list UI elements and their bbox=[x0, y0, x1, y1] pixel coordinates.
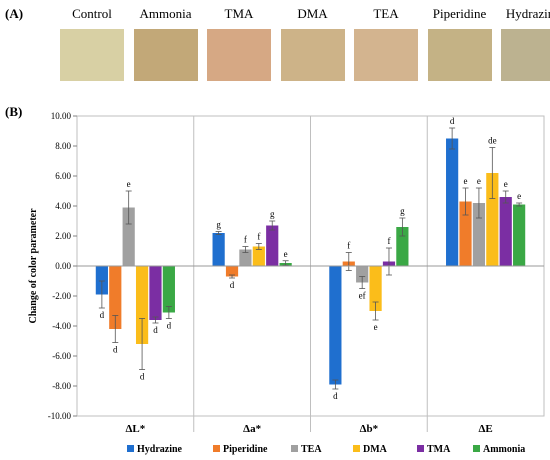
significance-label: e bbox=[284, 249, 288, 259]
significance-label: d bbox=[153, 325, 158, 335]
swatch-label: Hydrazine bbox=[505, 6, 550, 21]
legend-label: DMA bbox=[363, 444, 388, 455]
legend-label: Hydrazine bbox=[137, 444, 183, 455]
bar bbox=[513, 204, 526, 266]
y-tick-label: 4.00 bbox=[55, 201, 71, 211]
bar bbox=[499, 197, 512, 266]
significance-label: e bbox=[374, 322, 378, 332]
bar bbox=[356, 266, 369, 283]
significance-label: e bbox=[127, 179, 131, 189]
legend-swatch bbox=[213, 445, 220, 452]
swatch-tea: TEA bbox=[354, 2, 418, 92]
swatch-label: Piperidine bbox=[432, 6, 487, 21]
panel-a-label: (A) bbox=[5, 6, 24, 21]
swatch-label: Control bbox=[72, 6, 112, 21]
bar bbox=[135, 266, 149, 344]
bar bbox=[396, 227, 409, 266]
bar bbox=[329, 266, 342, 385]
legend-label: TEA bbox=[301, 444, 322, 455]
legend-label: TMA bbox=[427, 444, 451, 455]
significance-label: f bbox=[387, 236, 390, 246]
significance-label: e bbox=[477, 176, 481, 186]
significance-label: g bbox=[400, 206, 405, 216]
bar bbox=[162, 266, 175, 313]
significance-label: d bbox=[167, 321, 172, 331]
category-label: Δb* bbox=[360, 423, 379, 435]
significance-label: e bbox=[464, 176, 468, 186]
significance-label: e bbox=[504, 179, 508, 189]
y-tick-label: -8.00 bbox=[52, 381, 71, 391]
significance-label: d bbox=[113, 345, 118, 355]
swatch-color bbox=[133, 29, 198, 81]
swatch-color bbox=[207, 29, 271, 81]
bar bbox=[212, 233, 225, 266]
swatch-color bbox=[354, 29, 418, 81]
swatch-piperidine: Piperidine bbox=[427, 2, 492, 92]
bar bbox=[109, 266, 122, 329]
swatch-control: Control bbox=[60, 2, 124, 92]
swatch-tma: TMA bbox=[207, 2, 271, 92]
swatch-label: Ammonia bbox=[139, 6, 192, 21]
significance-label: g bbox=[216, 220, 221, 230]
bar bbox=[252, 246, 265, 266]
bar bbox=[266, 225, 279, 266]
bar bbox=[459, 201, 472, 266]
swatch-label: DMA bbox=[297, 6, 328, 21]
legend-label: Piperidine bbox=[223, 444, 268, 455]
y-tick-label: 0.00 bbox=[55, 261, 71, 271]
y-tick-label: 2.00 bbox=[55, 231, 71, 241]
bar bbox=[149, 266, 162, 320]
bar bbox=[122, 207, 135, 266]
swatch-color bbox=[427, 29, 492, 81]
bar bbox=[472, 203, 486, 266]
swatch-ammonia: Ammonia bbox=[133, 2, 198, 92]
category-label: ΔE bbox=[479, 423, 493, 435]
swatch-dma: DMA bbox=[280, 2, 345, 92]
bar bbox=[486, 173, 499, 266]
swatch-color bbox=[60, 29, 124, 81]
bar bbox=[369, 266, 382, 311]
legend-swatch bbox=[417, 445, 424, 452]
significance-label: d bbox=[230, 280, 235, 290]
bar bbox=[225, 266, 239, 277]
significance-label: d bbox=[333, 391, 338, 401]
swatch-label: TEA bbox=[373, 6, 399, 21]
significance-label: f bbox=[257, 232, 260, 242]
swatch-label: TMA bbox=[224, 6, 254, 21]
significance-label: d bbox=[100, 310, 105, 320]
y-axis-label: Change of color parameter bbox=[28, 208, 39, 324]
legend-swatch bbox=[127, 445, 134, 452]
category-label: ΔL* bbox=[126, 423, 146, 435]
panel-b-label: (B) bbox=[5, 104, 23, 119]
y-tick-label: -10.00 bbox=[48, 411, 72, 421]
y-tick-label: -2.00 bbox=[52, 291, 71, 301]
significance-label: e bbox=[517, 191, 521, 201]
color-swatch-row: Control Ammonia TMA DMA TEA Piperidine Hydrazi… bbox=[42, 2, 550, 92]
significance-label: f bbox=[244, 235, 247, 245]
significance-label: de bbox=[488, 136, 497, 146]
significance-label: d bbox=[450, 116, 455, 126]
y-tick-label: 8.00 bbox=[55, 141, 71, 151]
y-tick-label: -6.00 bbox=[52, 351, 71, 361]
legend-swatch bbox=[473, 445, 480, 452]
bar bbox=[446, 138, 459, 266]
color-change-bar-chart: 10.00 8.00 6.00 4.00 2.00 0.00 -2.00 -4.00 -6.00… bbox=[28, 111, 545, 455]
y-tick-label: 10.00 bbox=[51, 111, 72, 121]
bar bbox=[95, 266, 108, 295]
y-tick-label: -4.00 bbox=[52, 321, 71, 331]
legend-swatch bbox=[353, 445, 360, 452]
significance-label: g bbox=[270, 209, 275, 219]
significance-label: d bbox=[140, 372, 145, 382]
legend-swatch bbox=[291, 445, 298, 452]
swatch-hydrazine: Hydrazine bbox=[501, 2, 550, 92]
y-tick-label: 6.00 bbox=[55, 171, 71, 181]
category-label: Δa* bbox=[243, 423, 261, 435]
swatch-color bbox=[280, 29, 345, 81]
legend-label: Ammonia bbox=[483, 444, 525, 455]
swatch-color bbox=[501, 29, 550, 81]
significance-label: ef bbox=[359, 291, 366, 301]
bar bbox=[239, 249, 252, 266]
significance-label: f bbox=[347, 241, 350, 251]
